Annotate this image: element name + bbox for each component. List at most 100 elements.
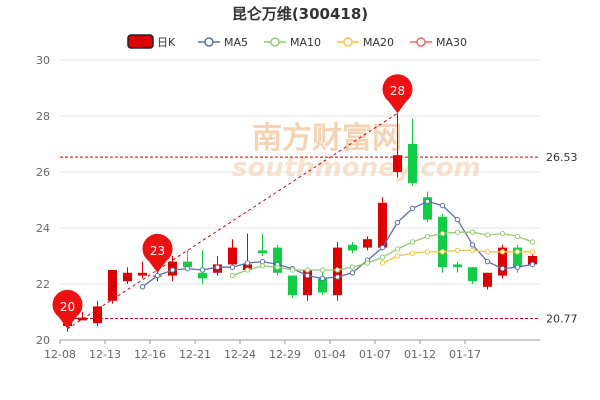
candle-body bbox=[348, 244, 357, 251]
ma20-line-point bbox=[484, 249, 491, 255]
legend-label: MA5 bbox=[224, 36, 248, 49]
candle-body bbox=[303, 270, 312, 296]
ma5-line-point bbox=[394, 219, 401, 226]
candle-body bbox=[318, 278, 327, 293]
x-tick-label: 12-16 bbox=[134, 348, 166, 361]
y-tick-label: 26 bbox=[36, 166, 50, 179]
candle-body bbox=[288, 275, 297, 296]
ma5-line-point bbox=[379, 244, 386, 251]
ma10-line-point bbox=[409, 239, 416, 245]
ma10-line-point bbox=[439, 230, 446, 237]
y-tick-label: 20 bbox=[36, 334, 50, 347]
ma5-line-point bbox=[319, 275, 326, 282]
ma10-line-point bbox=[514, 233, 521, 240]
candle-body bbox=[78, 317, 87, 321]
ma5-line-point bbox=[334, 274, 341, 280]
ma5-line-point bbox=[409, 205, 416, 212]
y-tick-label: 22 bbox=[36, 278, 50, 291]
ma20-line-point bbox=[469, 247, 476, 254]
candle-body bbox=[498, 247, 507, 276]
x-tick-label: 12-21 bbox=[179, 348, 211, 361]
ma10-line-point bbox=[499, 230, 506, 237]
candle-body bbox=[183, 261, 192, 268]
price-pin bbox=[382, 74, 413, 114]
candle-body bbox=[123, 272, 132, 282]
ma10-line-point bbox=[334, 267, 341, 273]
ma10-line-point bbox=[454, 229, 461, 235]
grid bbox=[60, 59, 540, 341]
ma5-line-point bbox=[514, 264, 521, 270]
ma20-line-point bbox=[409, 250, 416, 256]
x-tick-label: 12-08 bbox=[44, 348, 76, 361]
ma5-line-point bbox=[499, 265, 506, 272]
candle-body bbox=[93, 306, 102, 324]
ma5-line-point bbox=[484, 258, 491, 265]
ma20-line-point bbox=[499, 249, 506, 255]
x-tick-label: 12-13 bbox=[89, 348, 121, 361]
watermark-cn: 南方财富网 bbox=[252, 121, 402, 156]
candle-body bbox=[513, 247, 522, 268]
price-pin bbox=[142, 233, 173, 273]
x-axis-ticks: 12-08 12-13 12-16 12-21 12-24 12-29 01-04 01-07… bbox=[44, 340, 481, 361]
ma20-line-point bbox=[529, 249, 536, 255]
legend-label: MA30 bbox=[436, 36, 467, 49]
candle-body bbox=[138, 272, 147, 276]
x-tick-label: 01-07 bbox=[359, 348, 391, 361]
ma5-line-point bbox=[424, 198, 431, 205]
y-tick-label: 24 bbox=[36, 222, 50, 235]
ma20-line-point bbox=[454, 247, 461, 254]
candle-body bbox=[468, 267, 477, 282]
legend-marker bbox=[270, 37, 280, 47]
candle-body bbox=[528, 256, 537, 265]
ma5-line-point bbox=[139, 284, 146, 290]
pin-label: 23 bbox=[150, 244, 165, 258]
ma10-line-point bbox=[289, 267, 296, 273]
candle-body bbox=[408, 144, 417, 184]
ma10-line-point bbox=[484, 232, 491, 238]
candle-body bbox=[393, 155, 402, 172]
ma10-line-point bbox=[229, 272, 236, 279]
ma20-line-point bbox=[394, 253, 401, 259]
candle-body bbox=[378, 202, 387, 248]
ma5-line-point bbox=[244, 260, 251, 266]
ma20-line-point bbox=[439, 249, 446, 255]
candle-body bbox=[273, 247, 282, 273]
ma5-line-point bbox=[454, 216, 461, 223]
candle-body bbox=[228, 247, 237, 265]
level-label: 20.77 bbox=[546, 312, 578, 325]
legend-label: MA20 bbox=[363, 36, 394, 49]
x-tick-label: 12-24 bbox=[224, 348, 256, 361]
legend-label: MA10 bbox=[290, 36, 321, 49]
pin-label: 20 bbox=[60, 300, 75, 314]
ma10-line-point bbox=[349, 264, 356, 270]
ma5-line-point bbox=[169, 267, 176, 273]
candle-body bbox=[108, 270, 117, 301]
ma10-line-point bbox=[529, 239, 536, 245]
ma10-line-point bbox=[364, 260, 371, 266]
ma5-line-point bbox=[199, 267, 206, 273]
x-tick-label: 01-04 bbox=[314, 348, 346, 361]
x-tick-label: 01-17 bbox=[449, 348, 481, 361]
ma5-line-point bbox=[349, 270, 356, 276]
candle-body bbox=[198, 272, 207, 279]
candle-body bbox=[453, 264, 462, 268]
chart-title: 昆仑万维(300418) bbox=[232, 5, 368, 23]
legend-marker bbox=[416, 37, 426, 47]
candle-body bbox=[438, 216, 447, 268]
y-tick-label: 28 bbox=[36, 110, 50, 123]
moving-average-lines bbox=[139, 198, 536, 290]
legend-marker bbox=[204, 37, 214, 47]
candle-body bbox=[483, 272, 492, 287]
ma10-line-point bbox=[424, 233, 431, 240]
ma10-line-point bbox=[244, 267, 251, 273]
x-tick-label: 01-12 bbox=[404, 348, 436, 361]
ma10-line-point bbox=[469, 229, 476, 235]
ma10-line-point bbox=[259, 263, 266, 269]
reference-levels: 26.53 20.77 bbox=[60, 151, 578, 325]
ma10-line-point bbox=[319, 267, 326, 273]
candle-body bbox=[363, 239, 372, 248]
ma10-line-point bbox=[379, 254, 386, 261]
ma5-line-point bbox=[439, 202, 446, 209]
ma5-line-point bbox=[304, 272, 311, 279]
